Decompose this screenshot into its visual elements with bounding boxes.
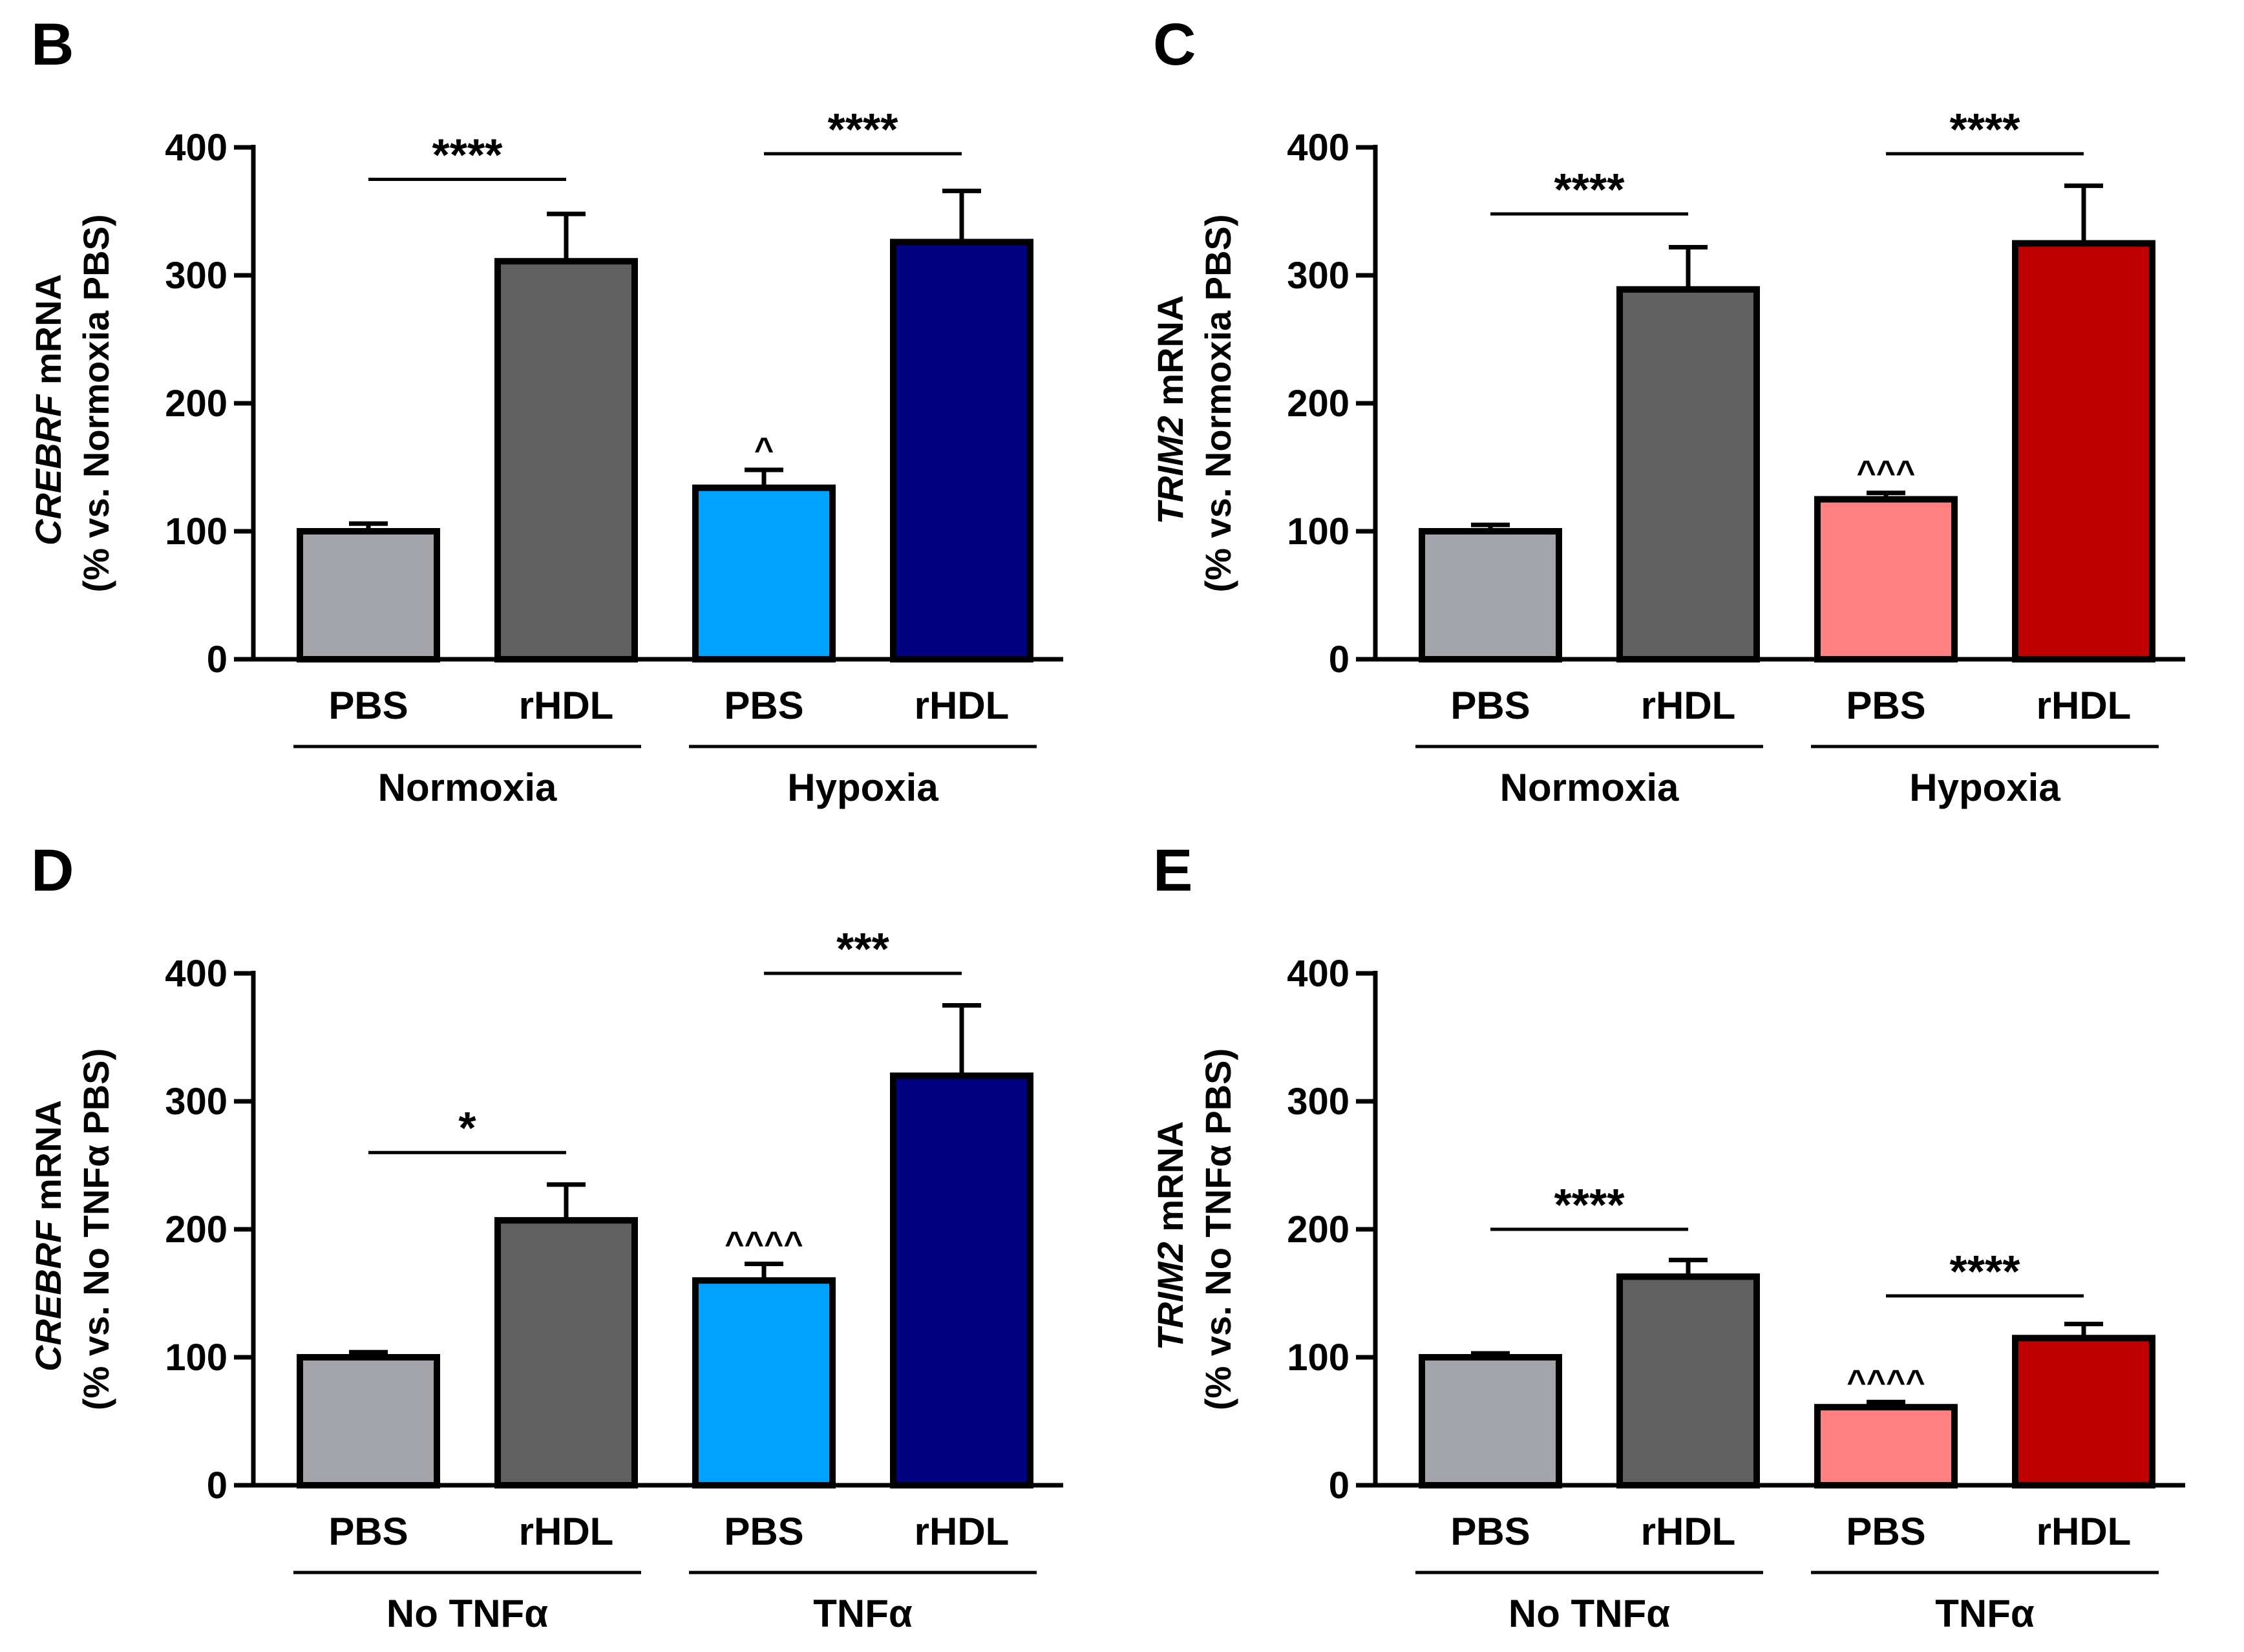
y-axis-label-gene: CREBRF <box>28 1220 69 1371</box>
bar <box>494 258 638 663</box>
panel-c-chart: C TRIM2 mRNA (% vs. Normoxia PBS) 0 100 200 30… <box>1150 12 2185 809</box>
group-label: No TNFα <box>386 1592 548 1635</box>
y-axis-label-gene: TRIM2 <box>1150 1242 1191 1350</box>
y-axis-label-gene: TRIM2 <box>1150 416 1191 524</box>
y-tick-label: 300 <box>165 255 228 297</box>
group-label: Hypoxia <box>787 766 938 809</box>
x-category-label: rHDL <box>519 684 614 727</box>
panel-letter: E <box>1153 838 1192 904</box>
bar <box>494 1217 638 1488</box>
panel-e-chart: E TRIM2 mRNA (% vs. No TNFα PBS) 0 100 200 300… <box>1150 838 2185 1635</box>
y-tick-label: 100 <box>165 511 228 553</box>
y-tick-label: 400 <box>165 127 228 169</box>
x-category-label: PBS <box>1450 1510 1530 1553</box>
y-tick-label: 0 <box>1329 639 1350 681</box>
group-label: Normoxia <box>378 766 557 809</box>
x-category-label: PBS <box>724 1510 803 1553</box>
y-axis-label-unit: mRNA <box>1150 295 1191 416</box>
y-tick-label: 300 <box>1287 255 1350 297</box>
bar <box>297 1354 440 1488</box>
y-axis-label: CREBRF mRNA <box>28 1100 69 1371</box>
y-tick-label: 0 <box>1329 1465 1350 1507</box>
group-label: Hypoxia <box>1909 766 2060 809</box>
y-tick-label: 100 <box>165 1337 228 1379</box>
significance-label: **** <box>432 130 503 180</box>
y-tick-label: 400 <box>1287 127 1350 169</box>
y-axis-label: TRIM2 mRNA <box>1150 295 1191 525</box>
y-tick-label: 300 <box>1287 1081 1350 1123</box>
bar <box>297 528 440 662</box>
panel-b-chart: B CREBRF mRNA (% vs. Normoxia PBS) 0 100 200 3… <box>28 12 1063 809</box>
y-tick-label: 0 <box>207 1465 228 1507</box>
bar <box>1814 496 1958 662</box>
y-tick-label: 300 <box>165 1081 228 1123</box>
group-label: No TNFα <box>1508 1592 1670 1635</box>
y-tick-label: 200 <box>1287 1209 1350 1251</box>
group-label: TNFα <box>813 1592 913 1635</box>
panel-letter: C <box>1153 12 1196 78</box>
y-tick-label: 200 <box>1287 383 1350 425</box>
y-tick-label: 200 <box>165 1209 228 1251</box>
x-category-label: rHDL <box>2037 1510 2132 1553</box>
significance-label: **** <box>1950 1246 2021 1297</box>
significance-label: **** <box>1554 164 1625 215</box>
significance-label: **** <box>1950 104 2021 154</box>
bar-annotation: ^^^ <box>1856 454 1915 492</box>
bar <box>1419 1354 1562 1488</box>
x-category-label: PBS <box>328 1510 408 1553</box>
y-axis-label: CREBRF mRNA <box>28 274 69 545</box>
x-category-label: rHDL <box>915 684 1010 727</box>
y-axis-label: TRIM2 mRNA <box>1150 1121 1191 1351</box>
bar <box>2012 240 2155 662</box>
y-axis-label-line2: (% vs. Normoxia PBS) <box>1198 214 1238 592</box>
bar <box>1814 1404 1958 1488</box>
bar <box>692 1277 836 1488</box>
bar <box>2012 1335 2155 1488</box>
panel-d-chart: D CREBRF mRNA (% vs. No TNFα PBS) 0 100 200 30… <box>28 838 1063 1635</box>
bar <box>890 238 1033 662</box>
y-tick-label: 100 <box>1287 511 1350 553</box>
bar <box>890 1072 1033 1488</box>
panel-letter: B <box>31 12 74 78</box>
bar-annotation: ^ <box>754 431 774 469</box>
y-axis-label-unit: mRNA <box>1150 1121 1191 1242</box>
bar-annotation: ^^^^ <box>725 1225 803 1262</box>
bar <box>1616 1273 1760 1488</box>
y-axis-label-line2: (% vs. No TNFα PBS) <box>76 1048 116 1410</box>
group-label: TNFα <box>1935 1592 2035 1635</box>
y-axis-label-gene: CREBRF <box>28 394 69 545</box>
bar <box>692 484 836 662</box>
y-axis-label-line2: (% vs. Normoxia PBS) <box>76 214 116 592</box>
panel-letter: D <box>31 838 74 904</box>
y-tick-label: 400 <box>1287 953 1350 995</box>
significance-label: **** <box>1554 1180 1625 1230</box>
x-category-label: PBS <box>1450 684 1530 727</box>
y-axis-label-unit: mRNA <box>28 274 69 395</box>
x-category-label: rHDL <box>1641 1510 1736 1553</box>
x-category-label: rHDL <box>915 1510 1010 1553</box>
y-tick-label: 100 <box>1287 1337 1350 1379</box>
bar <box>1616 286 1760 662</box>
x-category-label: PBS <box>328 684 408 727</box>
significance-label: **** <box>828 104 899 154</box>
x-category-label: rHDL <box>2037 684 2132 727</box>
y-tick-label: 200 <box>165 383 228 425</box>
x-category-label: rHDL <box>519 1510 614 1553</box>
y-tick-label: 0 <box>207 639 228 681</box>
bar <box>1419 528 1562 662</box>
y-tick-label: 400 <box>165 953 228 995</box>
x-category-label: PBS <box>1846 1510 1925 1553</box>
y-axis-label-line2: (% vs. No TNFα PBS) <box>1198 1048 1238 1410</box>
bar-annotation: ^^^^ <box>1847 1363 1925 1401</box>
significance-label: *** <box>836 924 889 974</box>
significance-label: * <box>458 1103 476 1153</box>
x-category-label: PBS <box>724 684 803 727</box>
x-category-label: rHDL <box>1641 684 1736 727</box>
x-category-label: PBS <box>1846 684 1925 727</box>
group-label: Normoxia <box>1500 766 1679 809</box>
y-axis-label-unit: mRNA <box>28 1100 69 1221</box>
